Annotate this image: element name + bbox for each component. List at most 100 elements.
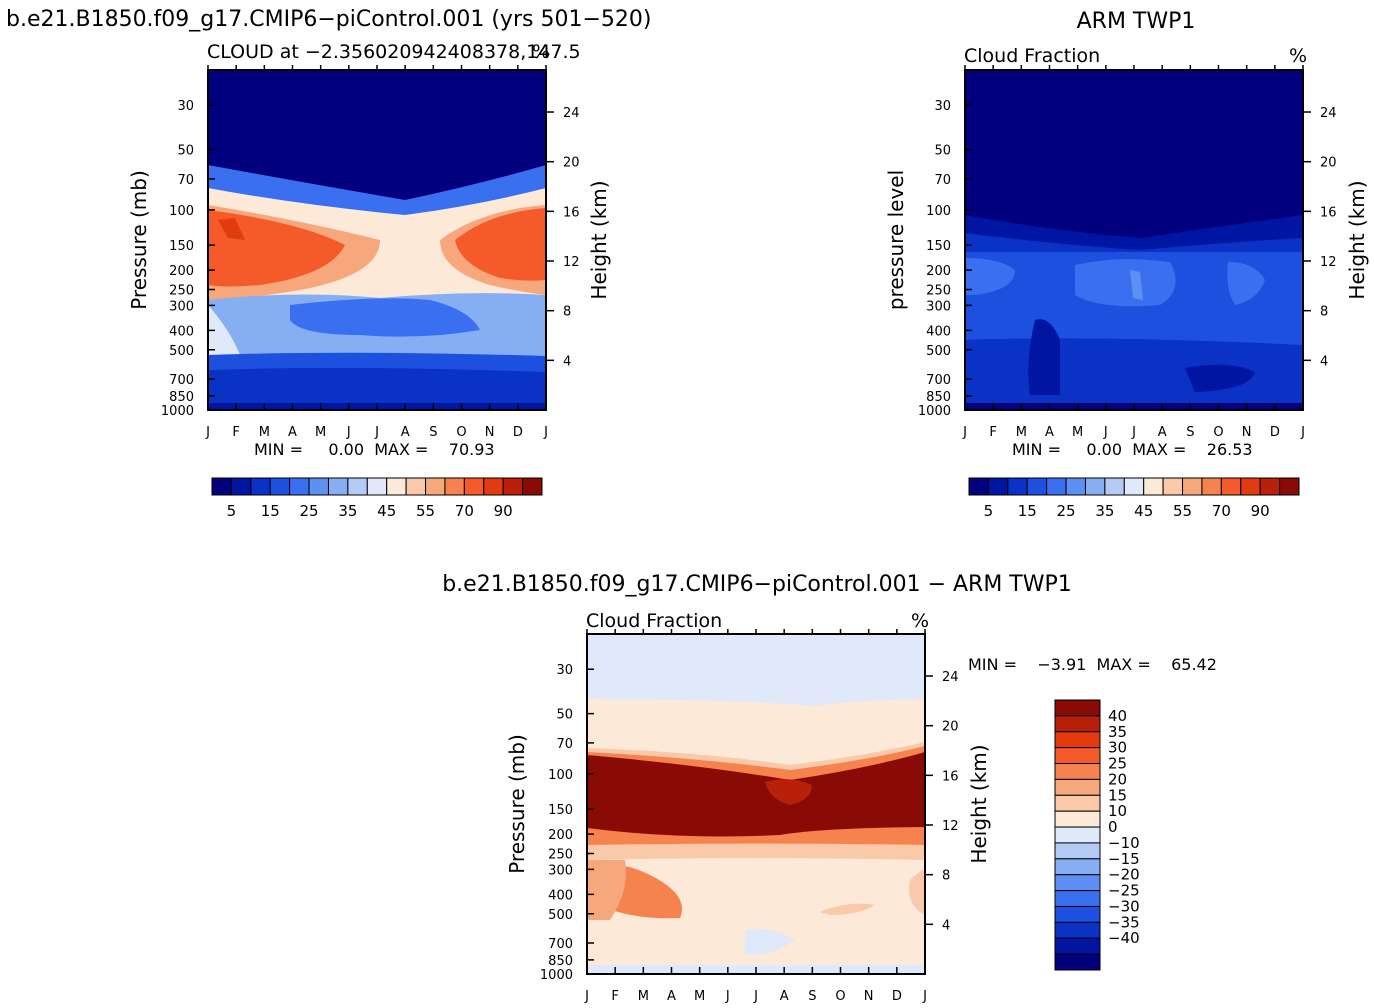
panel3-ptick-label: 250	[548, 848, 573, 863]
panel1-month-label: F	[232, 425, 239, 440]
panel2-ptick-label: 1000	[918, 404, 951, 419]
panel1-ptick-label: 500	[169, 344, 194, 359]
panel3-subtitle: Cloud Fraction	[586, 610, 722, 632]
panel3-patch-oct	[820, 903, 875, 915]
panel2-colorbar: 5 15 25 35 45 55 70 90	[968, 477, 1300, 520]
panel1-colorbar-swatch	[425, 477, 446, 496]
panel1-colorbar-label: 55	[416, 502, 435, 520]
panel3-colorbar-label: 25	[1108, 755, 1127, 773]
panel1-colorbar: 5 15 25 35 45 55 70 90	[211, 477, 543, 520]
panel3-month-label: M	[638, 989, 649, 1004]
panel3-colorbar-label: −20	[1108, 866, 1140, 884]
panel1-month-label: O	[456, 425, 466, 440]
panel2-patch-nov	[1227, 262, 1265, 305]
panel1-htick-label: 8	[563, 305, 571, 320]
panel3-ptick-label: 300	[548, 863, 573, 878]
panel3-colorbar-swatch	[1054, 826, 1101, 844]
panel3-colorbar-label: −40	[1108, 929, 1140, 947]
panel3-colorbar-label: 20	[1108, 770, 1127, 788]
panel3-month-label: M	[694, 989, 705, 1004]
panel2-ylabel-right: Height (km)	[1345, 180, 1369, 299]
panel1-band-mid-blue	[290, 298, 480, 337]
panel3-month-label: F	[611, 989, 618, 1004]
panel1-colorbar-label: 35	[338, 502, 357, 520]
panel2-subtitle: Cloud Fraction	[964, 45, 1100, 67]
panel1-month-label: M	[259, 425, 270, 440]
panel1-title: b.e21.B1850.f09_g17.CMIP6−piControl.001 …	[6, 7, 651, 32]
panel1-ptick-label: 300	[169, 299, 194, 314]
panel2-title: ARM TWP1	[1077, 9, 1196, 34]
panel3-htick-label: 8	[942, 869, 950, 884]
panel1-htick-label: 16	[563, 205, 580, 220]
panel2-ylabel: pressure level	[884, 170, 908, 310]
panel2-ptick-label: 300	[926, 299, 951, 314]
panel3-colorbar-swatch	[1054, 794, 1101, 812]
panel1-colorbar-swatch	[366, 477, 388, 496]
panel3-colorbar-label: −35	[1108, 913, 1140, 931]
panel3-colorbar-swatch	[1054, 905, 1101, 923]
panel2-month-label: M	[1072, 425, 1083, 440]
panel3-band-top	[587, 634, 925, 706]
panel3-colorbar-swatch	[1054, 763, 1101, 780]
panel3-month-label: N	[864, 989, 874, 1004]
panel1-colorbar-label: 15	[261, 502, 280, 520]
panel2-colorbar-swatch	[1162, 477, 1184, 496]
panel2-month-label: N	[1242, 425, 1252, 440]
panel2-htick-label: 4	[1320, 354, 1328, 369]
panel2-month-label: J	[1300, 425, 1305, 440]
panel1-ptick-label: 400	[169, 324, 194, 339]
panel1-month-label: A	[288, 425, 297, 440]
panel1-colorbar-label: 90	[494, 502, 513, 520]
panel1-unit: %	[532, 41, 550, 63]
panel2-ptick-label: 30	[934, 99, 951, 114]
panel1-colorbar-swatch	[386, 477, 407, 496]
panel3-ptick-label: 850	[548, 954, 573, 969]
panel3-month-label: J	[753, 989, 758, 1004]
panel2-patch-jul-light	[1130, 270, 1143, 300]
panel2-minmax: MIN = 0.00 MAX = 26.53	[1012, 440, 1253, 459]
panel2-htick-label: 16	[1320, 205, 1337, 220]
panel1-month-label: J	[374, 425, 379, 440]
panel3-minmax: MIN = −3.91 MAX = 65.42	[968, 655, 1217, 674]
panel2-ptick-label: 250	[926, 284, 951, 299]
panel1-colorbar-swatch	[463, 477, 485, 496]
panel3-month-label: J	[922, 989, 927, 1004]
panel1-colorbar-label: 5	[227, 502, 237, 520]
panel2-ptick-label: 70	[934, 173, 951, 188]
panel3-ptick-label: 70	[556, 737, 573, 752]
panel2-month-label: J	[962, 425, 967, 440]
panel1-month-label: J	[346, 425, 351, 440]
panel1-colorbar-swatch	[289, 477, 310, 496]
panel1-colorbar-label: 45	[377, 502, 396, 520]
panel3-colorbar-label: 0	[1108, 818, 1118, 836]
panel2-colorbar-label: 15	[1018, 502, 1037, 520]
panel3-ptick-label: 500	[548, 908, 573, 923]
panel3-htick-label: 12	[942, 819, 959, 834]
panel3-patch-jan	[587, 860, 626, 920]
panel2-month-label: J	[1131, 425, 1136, 440]
panel2-colorbar-swatch	[1182, 477, 1203, 496]
panel1-ptick-label: 700	[169, 373, 194, 388]
panel1-ptick-label: 50	[177, 144, 194, 159]
panel2-ptick-label: 850	[926, 390, 951, 405]
panel1-htick-label: 24	[563, 106, 580, 121]
panel2-contour-field	[965, 70, 1303, 410]
panel1-band-lower	[208, 367, 546, 410]
panel3-unit: %	[911, 610, 929, 632]
panel1-ylabel-right: Height (km)	[587, 180, 611, 299]
panel1-month-label: A	[401, 425, 410, 440]
panel3-colorbar-label: −15	[1108, 850, 1140, 868]
panel2-month-label: F	[989, 425, 996, 440]
panel2-htick-label: 24	[1320, 106, 1337, 121]
panel2-colorbar-swatch	[1046, 477, 1067, 496]
panel2-patch-jul	[1075, 259, 1176, 307]
panel2-colorbar-swatch	[968, 477, 989, 496]
panel3-htick-label: 16	[942, 769, 959, 784]
panel1-htick-label: 4	[563, 354, 571, 369]
panel3-patch-dec	[909, 868, 925, 915]
panel1-colorbar-swatch	[327, 477, 349, 496]
panel2-colorbar-swatch	[1201, 477, 1222, 496]
panel2-colorbar-swatch	[1065, 477, 1086, 496]
panel1-ptick-label: 150	[169, 239, 194, 254]
